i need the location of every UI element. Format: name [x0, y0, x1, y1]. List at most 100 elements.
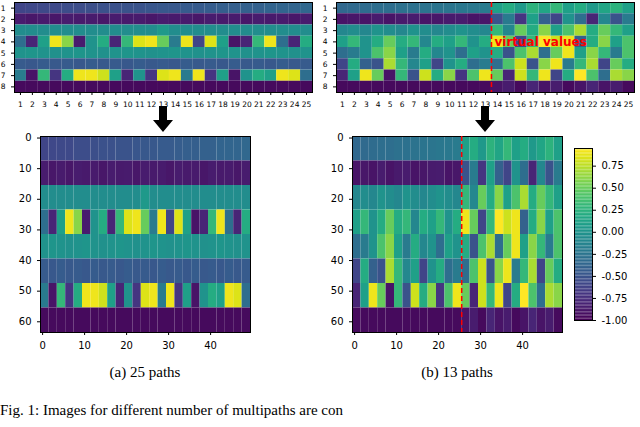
svg-text:3: 3: [1, 26, 6, 35]
svg-text:17: 17: [206, 100, 216, 108]
svg-text:22: 22: [266, 100, 276, 108]
svg-text:virtual values: virtual values: [494, 35, 586, 49]
svg-text:24: 24: [612, 100, 622, 108]
svg-text:20: 20: [331, 193, 344, 204]
svg-text:2: 2: [323, 15, 328, 24]
svg-text:0.25: 0.25: [602, 204, 624, 215]
svg-text:30: 30: [331, 224, 344, 235]
svg-text:10: 10: [19, 163, 32, 174]
svg-text:12: 12: [469, 100, 479, 108]
svg-text:40: 40: [516, 340, 529, 351]
svg-text:7: 7: [1, 71, 6, 80]
svg-text:20: 20: [564, 100, 574, 108]
svg-text:18: 18: [540, 100, 550, 108]
svg-text:6: 6: [400, 100, 405, 108]
svg-text:1: 1: [18, 100, 23, 108]
svg-text:0: 0: [337, 132, 343, 143]
svg-text:20: 20: [120, 340, 133, 351]
svg-text:1: 1: [1, 4, 6, 13]
svg-text:10: 10: [331, 163, 344, 174]
svg-text:0: 0: [351, 340, 357, 351]
svg-text:15: 15: [183, 100, 193, 108]
svg-text:9: 9: [113, 100, 118, 108]
svg-text:7: 7: [323, 71, 328, 80]
svg-text:0.75: 0.75: [602, 160, 624, 171]
svg-text:0: 0: [25, 132, 31, 143]
svg-text:14: 14: [493, 100, 503, 108]
svg-text:22: 22: [588, 100, 598, 108]
svg-text:-0.50: -0.50: [602, 271, 628, 282]
svg-text:8: 8: [323, 82, 328, 91]
svg-text:6: 6: [1, 60, 6, 69]
html-text:Fig. 1: Images for different n: Fig. 1: Images for different number of m…: [0, 402, 343, 418]
svg-text:60: 60: [19, 316, 32, 327]
svg-text:11: 11: [135, 100, 145, 108]
svg-text:60: 60: [331, 316, 344, 327]
svg-text:7: 7: [412, 100, 417, 108]
svg-text:18: 18: [218, 100, 228, 108]
svg-text:19: 19: [230, 100, 240, 108]
svg-text:23: 23: [278, 100, 288, 108]
svg-text:40: 40: [19, 255, 32, 266]
svg-text:2: 2: [352, 100, 357, 108]
svg-text:6: 6: [323, 60, 328, 69]
svg-text:10: 10: [445, 100, 455, 108]
svg-text:10: 10: [123, 100, 133, 108]
svg-text:5: 5: [388, 100, 393, 108]
svg-text:30: 30: [474, 340, 487, 351]
svg-text:16: 16: [194, 100, 204, 108]
svg-text:0.50: 0.50: [602, 182, 624, 193]
svg-text:8: 8: [424, 100, 429, 108]
svg-text:-0.75: -0.75: [602, 293, 628, 304]
svg-text:2: 2: [30, 100, 35, 108]
svg-text:24: 24: [290, 100, 300, 108]
svg-text:16: 16: [516, 100, 526, 108]
svg-text:0: 0: [39, 340, 45, 351]
svg-text:40: 40: [204, 340, 217, 351]
svg-text:50: 50: [19, 285, 32, 296]
svg-text:14: 14: [171, 100, 181, 108]
svg-text:12: 12: [147, 100, 157, 108]
svg-text:21: 21: [576, 100, 586, 108]
svg-text:50: 50: [331, 285, 344, 296]
svg-text:11: 11: [457, 100, 467, 108]
svg-text:10: 10: [78, 340, 91, 351]
svg-text:6: 6: [78, 100, 83, 108]
svg-text:4: 4: [54, 100, 59, 108]
svg-text:4: 4: [1, 37, 6, 46]
svg-text:19: 19: [552, 100, 562, 108]
svg-text:0.00: 0.00: [602, 226, 624, 237]
svg-text:9: 9: [435, 100, 440, 108]
svg-text:2: 2: [1, 15, 6, 24]
svg-text:5: 5: [323, 49, 328, 58]
svg-text:3: 3: [42, 100, 47, 108]
svg-text:17: 17: [528, 100, 538, 108]
svg-text:30: 30: [19, 224, 32, 235]
svg-text:-1.00: -1.00: [602, 315, 628, 326]
svg-text:7: 7: [90, 100, 95, 108]
svg-text:20: 20: [432, 340, 445, 351]
svg-text:8: 8: [102, 100, 107, 108]
svg-text:8: 8: [1, 82, 6, 91]
svg-text:5: 5: [66, 100, 71, 108]
html-text:(a) 25 paths: (a) 25 paths: [109, 364, 181, 380]
svg-text:10: 10: [390, 340, 403, 351]
svg-text:15: 15: [505, 100, 515, 108]
svg-text:1: 1: [323, 4, 328, 13]
html-text:(b) 13 paths: (b) 13 paths: [421, 364, 493, 380]
svg-text:3: 3: [364, 100, 369, 108]
svg-text:25: 25: [624, 100, 634, 108]
svg-text:1: 1: [340, 100, 345, 108]
svg-text:5: 5: [1, 49, 6, 58]
svg-text:3: 3: [323, 26, 328, 35]
svg-text:40: 40: [331, 255, 344, 266]
svg-text:-0.25: -0.25: [602, 249, 628, 260]
svg-text:25: 25: [302, 100, 312, 108]
svg-text:30: 30: [162, 340, 175, 351]
svg-text:21: 21: [254, 100, 264, 108]
svg-text:20: 20: [242, 100, 252, 108]
svg-text:4: 4: [323, 37, 328, 46]
svg-text:4: 4: [376, 100, 381, 108]
svg-text:23: 23: [600, 100, 610, 108]
svg-text:20: 20: [19, 193, 32, 204]
